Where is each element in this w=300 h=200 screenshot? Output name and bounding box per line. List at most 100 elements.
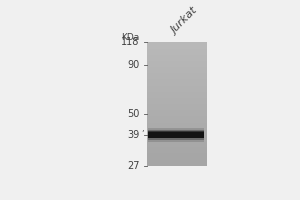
Bar bbox=[147, 99, 207, 100]
Bar bbox=[147, 145, 207, 146]
Bar bbox=[147, 164, 207, 166]
Bar bbox=[147, 97, 207, 98]
Bar bbox=[147, 84, 207, 86]
Bar bbox=[147, 68, 207, 70]
Text: 27: 27 bbox=[127, 161, 140, 171]
Bar bbox=[147, 163, 207, 164]
Bar bbox=[147, 100, 207, 102]
Text: 50: 50 bbox=[128, 109, 140, 119]
Bar bbox=[147, 156, 207, 157]
Bar bbox=[147, 78, 207, 79]
Bar bbox=[147, 106, 207, 108]
Bar bbox=[147, 136, 207, 137]
Bar bbox=[147, 122, 207, 124]
Text: 90: 90 bbox=[128, 60, 140, 70]
Bar bbox=[148, 132, 204, 138]
Bar bbox=[147, 116, 207, 118]
Bar bbox=[148, 128, 204, 142]
Bar bbox=[147, 57, 207, 58]
Bar bbox=[147, 85, 207, 87]
Bar bbox=[147, 110, 207, 111]
Bar bbox=[147, 87, 207, 88]
Bar bbox=[147, 104, 207, 105]
Bar bbox=[147, 153, 207, 155]
Bar bbox=[147, 53, 207, 55]
Bar bbox=[147, 56, 207, 57]
Bar bbox=[147, 95, 207, 97]
Bar bbox=[147, 115, 207, 116]
Bar bbox=[147, 142, 207, 144]
Bar bbox=[147, 58, 207, 60]
Bar bbox=[147, 131, 207, 132]
Bar bbox=[147, 125, 207, 126]
Bar bbox=[147, 148, 207, 150]
Bar bbox=[147, 101, 207, 103]
Bar bbox=[147, 93, 207, 94]
Bar bbox=[147, 71, 207, 72]
Text: Jurkat: Jurkat bbox=[170, 6, 200, 36]
Bar bbox=[147, 146, 207, 147]
Bar bbox=[147, 117, 207, 119]
Bar bbox=[147, 62, 207, 63]
Bar bbox=[147, 47, 207, 49]
Text: 118: 118 bbox=[122, 37, 140, 47]
Bar bbox=[147, 133, 207, 135]
Bar bbox=[147, 114, 207, 115]
Bar bbox=[147, 69, 207, 71]
Bar bbox=[147, 77, 207, 78]
Bar bbox=[147, 137, 207, 139]
Bar bbox=[147, 73, 207, 75]
Bar bbox=[147, 138, 207, 140]
Bar bbox=[147, 50, 207, 51]
Bar bbox=[147, 55, 207, 56]
Bar bbox=[147, 103, 207, 104]
Text: KDa: KDa bbox=[122, 33, 140, 42]
Bar bbox=[147, 147, 207, 148]
Bar bbox=[147, 108, 207, 109]
Bar bbox=[147, 154, 207, 156]
Bar bbox=[147, 76, 207, 77]
Bar bbox=[147, 113, 207, 114]
Bar bbox=[147, 105, 207, 107]
Bar bbox=[147, 162, 207, 163]
Bar bbox=[147, 159, 207, 161]
Bar bbox=[147, 126, 207, 127]
Bar bbox=[147, 158, 207, 160]
Bar bbox=[147, 143, 207, 145]
Bar bbox=[147, 129, 207, 130]
Bar bbox=[147, 120, 207, 121]
Bar bbox=[147, 46, 207, 47]
Bar bbox=[147, 98, 207, 99]
Bar bbox=[147, 141, 207, 142]
Bar bbox=[148, 130, 204, 140]
Bar bbox=[147, 44, 207, 45]
Bar bbox=[147, 65, 207, 66]
Bar bbox=[147, 72, 207, 73]
Bar bbox=[147, 121, 207, 123]
Bar bbox=[147, 109, 207, 110]
Bar bbox=[147, 79, 207, 81]
Bar bbox=[147, 51, 207, 52]
Bar bbox=[147, 124, 207, 125]
Bar bbox=[147, 135, 207, 136]
Bar bbox=[147, 45, 207, 46]
Bar bbox=[147, 152, 207, 153]
Bar bbox=[147, 151, 207, 152]
Bar bbox=[147, 48, 207, 50]
Bar bbox=[147, 111, 207, 113]
Bar bbox=[147, 42, 207, 44]
Bar bbox=[147, 92, 207, 93]
Bar bbox=[147, 61, 207, 62]
Bar bbox=[147, 127, 207, 129]
Text: 39: 39 bbox=[128, 130, 140, 140]
Bar bbox=[147, 88, 207, 89]
Bar bbox=[147, 119, 207, 120]
Bar bbox=[147, 132, 207, 134]
Bar bbox=[148, 131, 204, 138]
Bar bbox=[147, 60, 207, 61]
Bar bbox=[147, 67, 207, 68]
Bar bbox=[147, 83, 207, 84]
Bar bbox=[147, 140, 207, 141]
Text: ’: ’ bbox=[141, 130, 143, 139]
Bar bbox=[147, 82, 207, 83]
